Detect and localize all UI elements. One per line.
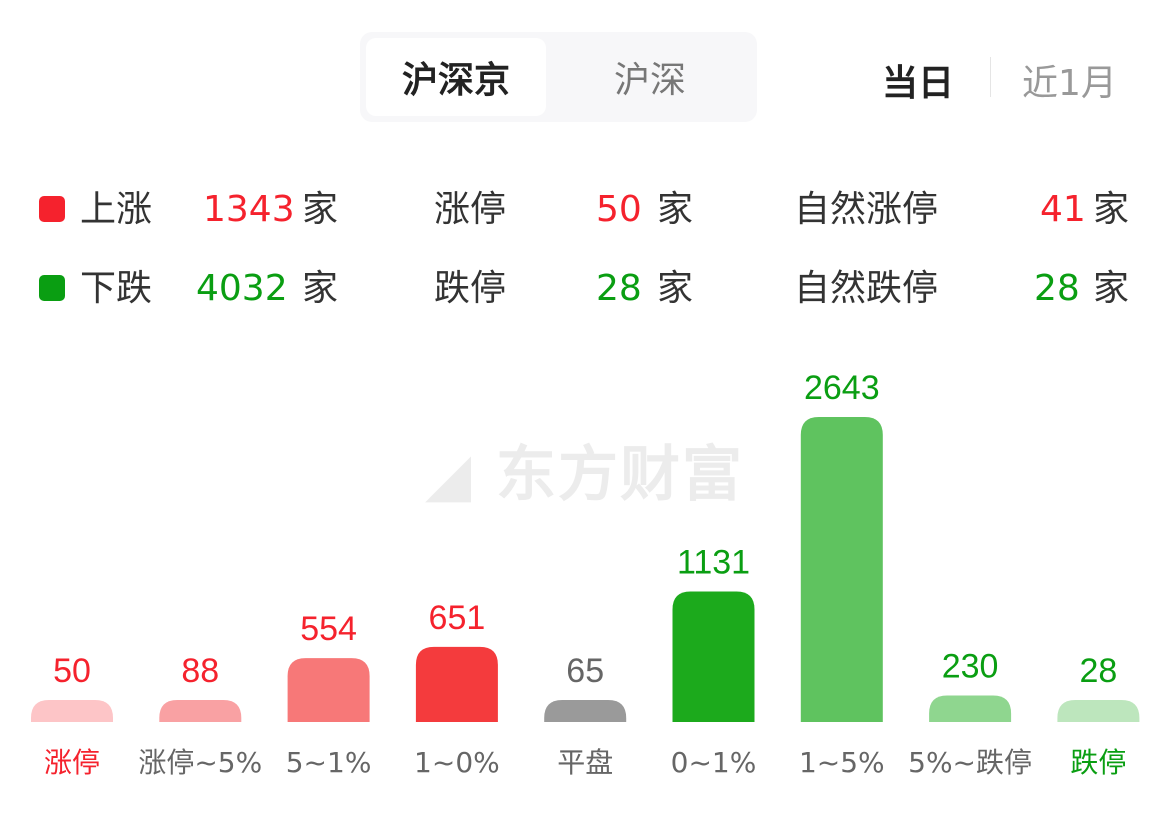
watermark-text: 东方财富 xyxy=(496,440,745,510)
unit: 家 xyxy=(1093,268,1130,309)
bar-value-label: 230 xyxy=(942,647,999,685)
watermark-logo: ◢ 东方财富 xyxy=(425,440,744,510)
category-label: 涨停 xyxy=(44,746,100,779)
bar xyxy=(672,591,755,722)
up-count: 1343 xyxy=(203,189,295,230)
unit: 家 xyxy=(1093,189,1130,230)
natural-limit-up-label: 自然涨停 xyxy=(794,189,939,230)
up-label: 上涨 xyxy=(80,189,153,230)
unit: 家 xyxy=(657,189,694,230)
tab-hushen[interactable]: 沪深 xyxy=(613,60,686,101)
tab-last-month[interactable]: 近1月 xyxy=(1022,63,1117,104)
bar-value-label: 554 xyxy=(300,610,357,648)
tab-today[interactable]: 当日 xyxy=(882,63,955,104)
unit: 家 xyxy=(302,268,339,309)
bar xyxy=(415,646,498,722)
bar-value-label: 65 xyxy=(566,652,604,690)
bar xyxy=(929,695,1012,722)
limit-up-count: 50 xyxy=(596,189,642,230)
tab-hushenjing[interactable]: 沪深京 xyxy=(366,38,546,116)
bar xyxy=(544,700,627,722)
category-label: 5~1% xyxy=(286,746,372,779)
bar-value-label: 651 xyxy=(429,599,486,637)
unit: 家 xyxy=(657,268,694,309)
category-label: 涨停~5% xyxy=(138,746,262,779)
limit-down-count: 28 xyxy=(596,268,642,309)
bar-value-label: 28 xyxy=(1079,652,1117,690)
market-segmented-control: 沪深京 沪深 xyxy=(360,32,757,122)
bar-value-label: 88 xyxy=(181,652,219,690)
unit: 家 xyxy=(302,189,339,230)
bar xyxy=(159,700,242,722)
bar xyxy=(1057,700,1140,722)
bar xyxy=(287,658,370,722)
divider xyxy=(990,57,991,97)
natural-limit-down-label: 自然跌停 xyxy=(794,268,939,309)
category-label: 0~1% xyxy=(671,746,757,779)
bar xyxy=(800,417,883,722)
down-count: 4032 xyxy=(196,268,288,309)
down-legend-dot xyxy=(39,275,65,301)
category-label: 平盘 xyxy=(557,746,613,779)
category-label: 1~0% xyxy=(414,746,500,779)
category-label: 跌停 xyxy=(1070,746,1126,779)
category-label: 1~5% xyxy=(799,746,885,779)
bar-value-label: 50 xyxy=(53,652,91,690)
bar-value-label: 2643 xyxy=(804,369,880,407)
down-label: 下跌 xyxy=(80,268,153,309)
limit-down-label: 跌停 xyxy=(434,268,507,309)
bar xyxy=(31,700,113,722)
natural-limit-up-count: 41 xyxy=(1040,189,1086,230)
watermark-logo-icon: ◢ xyxy=(425,440,497,510)
category-label: 5%~跌停 xyxy=(908,746,1032,779)
natural-limit-down-count: 28 xyxy=(1034,268,1080,309)
up-legend-dot xyxy=(39,196,65,222)
limit-up-label: 涨停 xyxy=(434,189,507,230)
bar-value-label: 1131 xyxy=(677,543,750,581)
